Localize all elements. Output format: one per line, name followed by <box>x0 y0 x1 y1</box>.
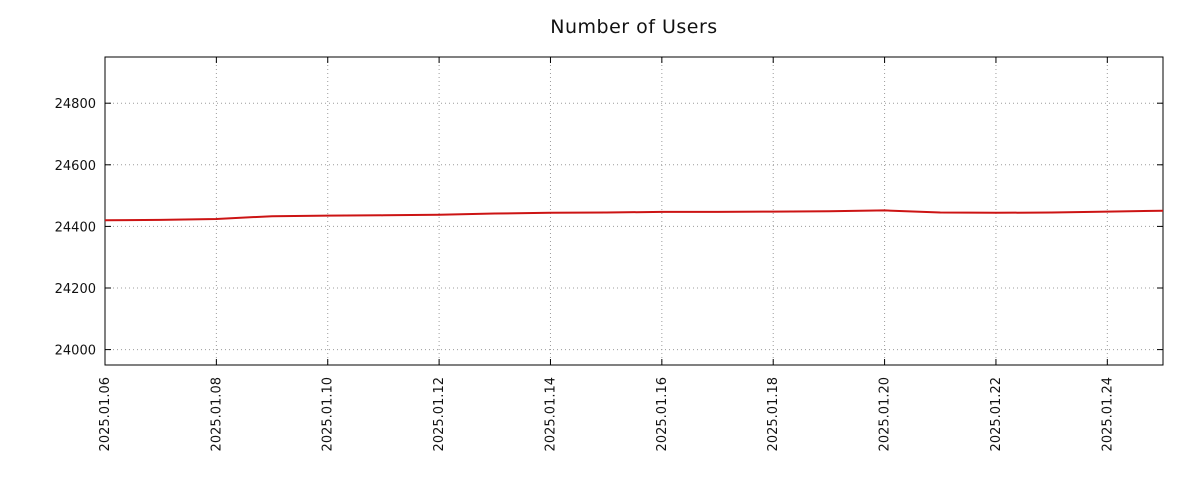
chart-title: Number of Users <box>550 16 718 38</box>
x-tick-label: 2025.01.06 <box>98 377 113 451</box>
x-tick-label: 2025.01.24 <box>1100 377 1115 451</box>
x-tick-label: 2025.01.20 <box>878 377 893 451</box>
y-tick-label: 24000 <box>55 344 96 359</box>
x-tick-label: 2025.01.12 <box>432 377 447 451</box>
x-tick-label: 2025.01.18 <box>766 377 781 451</box>
x-tick-label: 2025.01.22 <box>989 377 1004 451</box>
x-tick-label: 2025.01.16 <box>655 377 670 451</box>
series-line-users <box>104 209 1164 222</box>
y-tick-label: 24200 <box>55 282 96 297</box>
y-tick-label: 24800 <box>55 97 96 112</box>
x-tick-label: 2025.01.14 <box>543 377 558 451</box>
x-tick-label: 2025.01.08 <box>209 377 224 451</box>
y-tick-label: 24400 <box>55 220 96 235</box>
x-tick-label: 2025.01.10 <box>321 377 336 451</box>
y-tick-label: 24600 <box>55 159 96 174</box>
